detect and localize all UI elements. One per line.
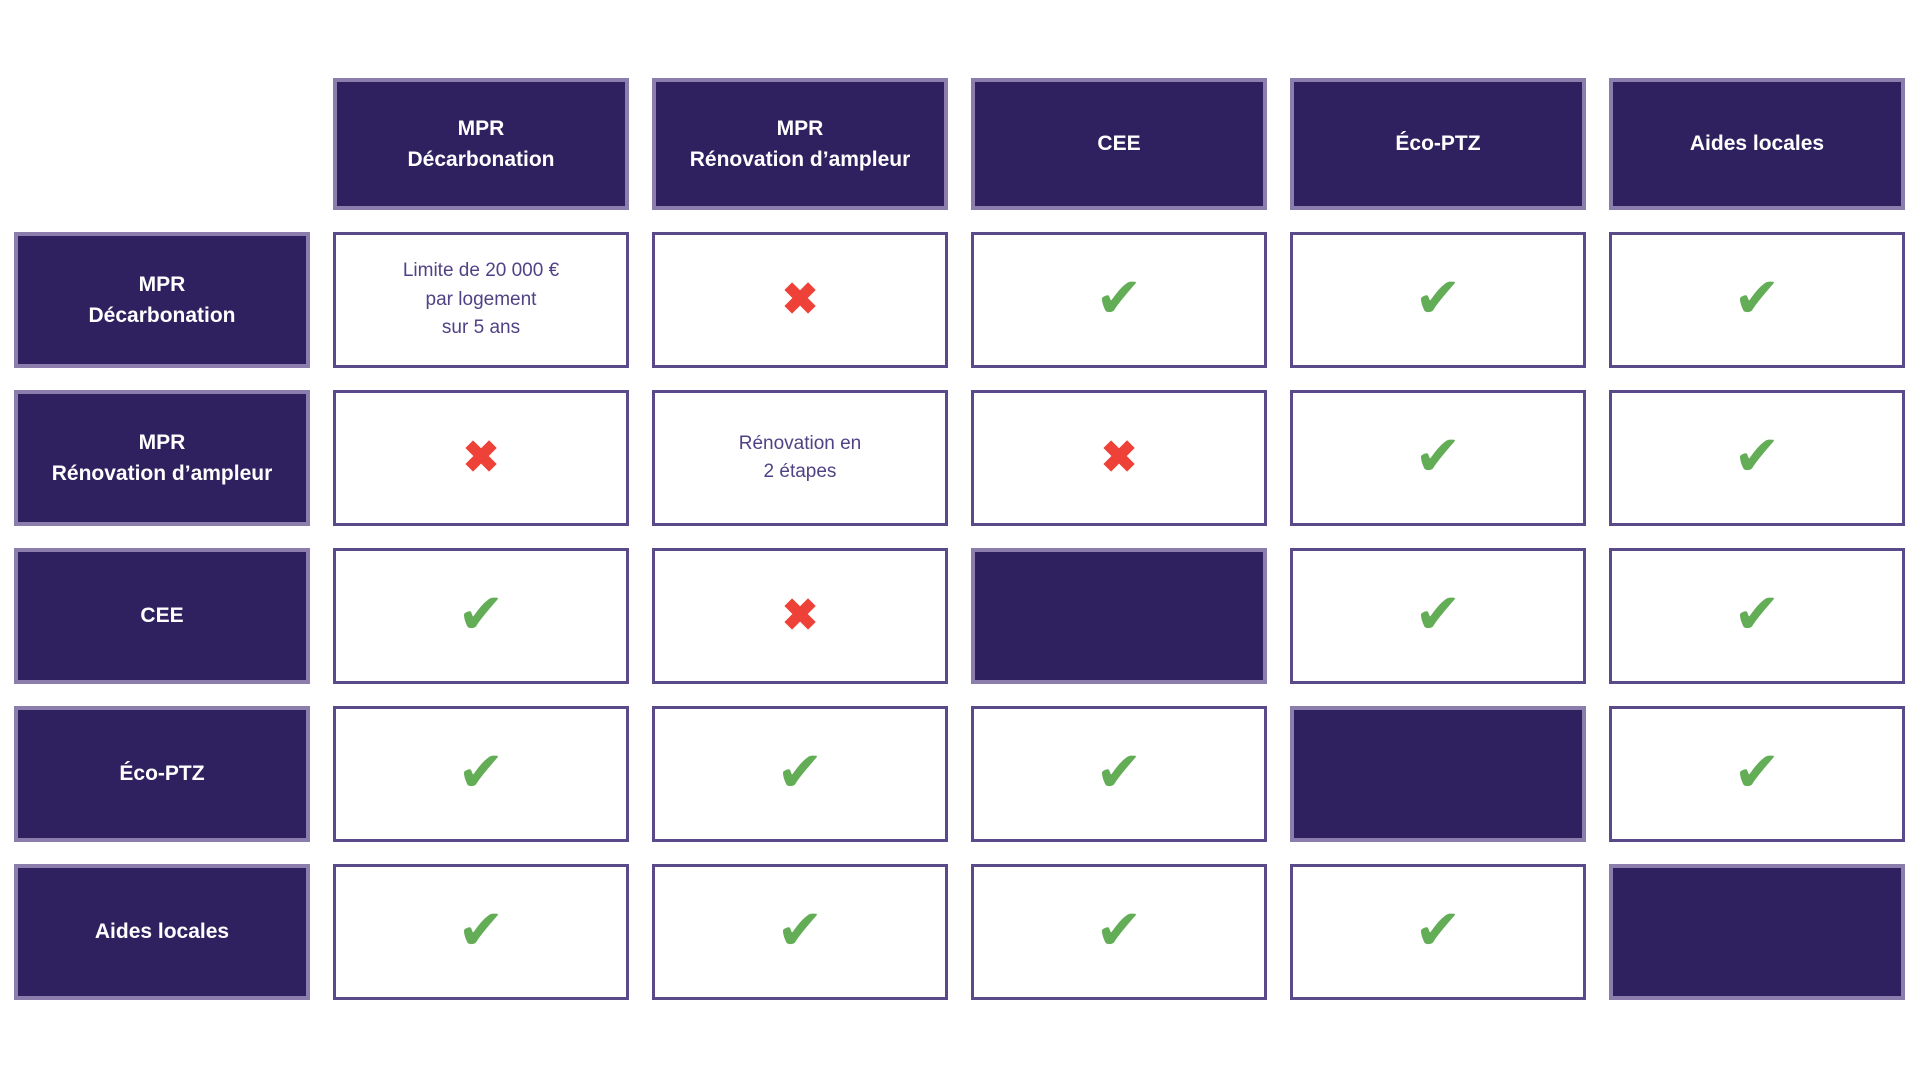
cross-icon: ✖ — [781, 275, 819, 324]
check-icon: ✔ — [1414, 582, 1462, 645]
matrix-cell: ✔ — [333, 706, 629, 842]
row-header: MPR Décarbonation — [14, 232, 310, 368]
self-intersection-cell — [1609, 864, 1905, 1000]
matrix-cell: ✔ — [652, 706, 948, 842]
cross-icon: ✖ — [462, 433, 500, 482]
row-header: Éco-PTZ — [14, 706, 310, 842]
column-header-label: MPR Décarbonation — [407, 116, 555, 172]
column-header: MPR Rénovation d’ampleur — [652, 78, 948, 210]
matrix-cell: ✔ — [1609, 706, 1905, 842]
matrix-cell: ✖ — [652, 548, 948, 684]
matrix-cell: ✔ — [971, 706, 1267, 842]
cell-note: Limite de 20 000 € par logement sur 5 an… — [402, 260, 560, 339]
matrix-cell: ✔ — [333, 864, 629, 1000]
check-icon: ✔ — [1733, 582, 1781, 645]
matrix-cell: ✔ — [1609, 390, 1905, 526]
matrix-cell: ✔ — [1609, 548, 1905, 684]
check-icon: ✔ — [1095, 740, 1143, 803]
row-header-label: Éco-PTZ — [119, 762, 205, 786]
cell-note: Rénovation en 2 étapes — [738, 432, 862, 483]
column-header: CEE — [971, 78, 1267, 210]
matrix-cell: ✔ — [1290, 864, 1586, 1000]
check-icon: ✔ — [457, 740, 505, 803]
matrix-cell: Rénovation en 2 étapes — [652, 390, 948, 526]
row-header-label: Aides locales — [94, 920, 230, 944]
matrix-cell: ✖ — [971, 390, 1267, 526]
check-icon: ✔ — [1733, 266, 1781, 329]
cross-icon: ✖ — [781, 591, 819, 640]
column-header: Aides locales — [1609, 78, 1905, 210]
check-icon: ✔ — [1733, 740, 1781, 803]
row-header: Aides locales — [14, 864, 310, 1000]
compatibility-matrix: MPR Décarbonation MPR Rénovation d’ampleu… — [14, 78, 1905, 1000]
row-header: CEE — [14, 548, 310, 684]
check-icon: ✔ — [1414, 898, 1462, 961]
check-icon: ✔ — [1095, 898, 1143, 961]
matrix-cell: ✖ — [652, 232, 948, 368]
matrix-cell: ✔ — [1290, 548, 1586, 684]
matrix-cell: ✔ — [971, 232, 1267, 368]
row-header-label: CEE — [140, 604, 184, 628]
check-icon: ✔ — [1414, 424, 1462, 487]
matrix-cell: ✔ — [333, 548, 629, 684]
column-header-label: CEE — [1097, 132, 1141, 156]
cross-icon: ✖ — [1100, 433, 1138, 482]
matrix-cell: ✔ — [971, 864, 1267, 1000]
check-icon: ✔ — [776, 898, 824, 961]
check-icon: ✔ — [1733, 424, 1781, 487]
check-icon: ✔ — [457, 582, 505, 645]
matrix-cell: ✖ — [333, 390, 629, 526]
column-header-label: Aides locales — [1689, 132, 1825, 156]
matrix-cell: ✔ — [1609, 232, 1905, 368]
check-icon: ✔ — [457, 898, 505, 961]
self-intersection-cell — [971, 548, 1267, 684]
row-header-label: MPR Décarbonation — [88, 272, 236, 328]
column-header: Éco-PTZ — [1290, 78, 1586, 210]
matrix-cell: ✔ — [1290, 390, 1586, 526]
matrix-cell: ✔ — [652, 864, 948, 1000]
check-icon: ✔ — [1414, 266, 1462, 329]
column-header-label: MPR Rénovation d’ampleur — [689, 116, 911, 172]
row-header-label: MPR Rénovation d’ampleur — [51, 430, 273, 486]
column-header-label: Éco-PTZ — [1395, 132, 1481, 156]
row-header: MPR Rénovation d’ampleur — [14, 390, 310, 526]
corner-spacer — [14, 78, 310, 210]
self-intersection-cell — [1290, 706, 1586, 842]
column-header: MPR Décarbonation — [333, 78, 629, 210]
matrix-cell: ✔ — [1290, 232, 1586, 368]
check-icon: ✔ — [1095, 266, 1143, 329]
check-icon: ✔ — [776, 740, 824, 803]
matrix-cell: Limite de 20 000 € par logement sur 5 an… — [333, 232, 629, 368]
